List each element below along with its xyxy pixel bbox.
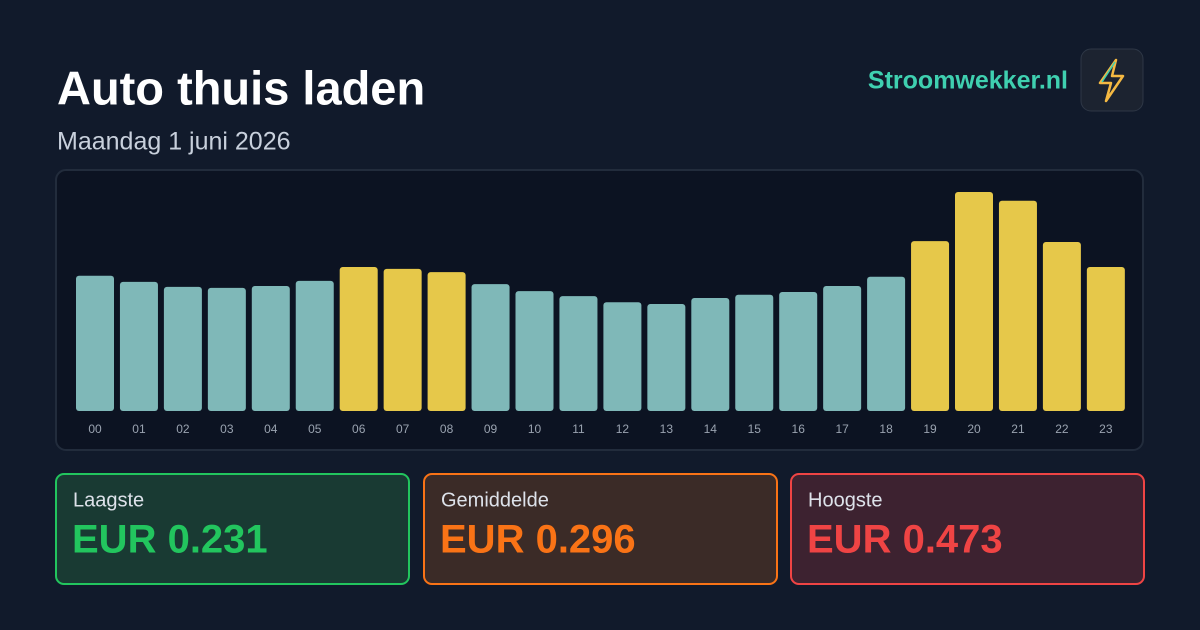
- stat-value: EUR 0.296: [440, 518, 636, 562]
- bar: [779, 292, 818, 411]
- brand-icon: [1080, 48, 1144, 112]
- x-tick-label: 17: [835, 422, 849, 436]
- bolt-icon: [1098, 58, 1125, 103]
- bar: [823, 285, 862, 411]
- bar: [251, 285, 290, 411]
- bar: [295, 280, 334, 411]
- brand: Stroomwekker.nl: [868, 67, 1068, 95]
- x-tick-label: 04: [264, 422, 278, 436]
- x-tick-label: 13: [660, 422, 674, 436]
- x-tick-label: 07: [396, 422, 410, 436]
- bar: [383, 268, 422, 411]
- title: Auto thuis laden: [57, 61, 425, 114]
- x-tick-label: 11: [572, 422, 585, 436]
- x-tick-label: 08: [440, 422, 454, 436]
- x-tick-label: 12: [616, 422, 630, 436]
- stat-label: Gemiddelde: [441, 489, 549, 511]
- bar: [911, 241, 950, 411]
- x-tick-label: 03: [220, 422, 234, 436]
- stat-card: [423, 473, 778, 585]
- x-tick-label: 15: [748, 422, 762, 436]
- stat-value: EUR 0.231: [72, 518, 268, 562]
- x-tick-label: 23: [1099, 422, 1113, 436]
- x-tick-label: 20: [967, 422, 981, 436]
- x-tick-label: 19: [923, 422, 937, 436]
- bar: [339, 267, 378, 411]
- x-tick-label: 09: [484, 422, 498, 436]
- bolt-accent: [1101, 61, 1116, 83]
- x-tick-label: 16: [792, 422, 806, 436]
- stat-label: Laagste: [73, 489, 144, 511]
- bar: [735, 294, 774, 411]
- subtitle: Maandag 1 juni 2026: [57, 128, 291, 156]
- x-tick-label: 05: [308, 422, 322, 436]
- stat-label: Hoogste: [808, 489, 883, 511]
- bar: [207, 287, 246, 411]
- x-tick-label: 10: [528, 422, 542, 436]
- bar: [603, 302, 642, 411]
- x-tick-label: 06: [352, 422, 366, 436]
- bar: [427, 272, 466, 411]
- x-tick-label: 18: [879, 422, 893, 436]
- bar: [1042, 242, 1081, 411]
- bar: [867, 276, 906, 411]
- stat-card: [55, 473, 410, 585]
- bar: [471, 284, 510, 411]
- x-tick-label: 02: [176, 422, 190, 436]
- x-tick-label: 22: [1055, 422, 1069, 436]
- bar: [119, 281, 158, 411]
- bar: [1086, 267, 1125, 411]
- bar: [163, 286, 202, 411]
- x-tick-label: 21: [1011, 422, 1025, 436]
- x-tick-label: 14: [704, 422, 718, 436]
- stat-card: [790, 473, 1145, 585]
- bar: [691, 298, 730, 411]
- bar: [559, 296, 598, 411]
- bar: [515, 291, 554, 411]
- stat-value: EUR 0.473: [807, 518, 1003, 562]
- bar: [76, 275, 114, 411]
- x-tick-label: 00: [88, 422, 102, 436]
- x-tick-label: 01: [132, 422, 146, 436]
- bar: [955, 192, 993, 411]
- bar: [647, 304, 686, 411]
- bar: [998, 200, 1037, 411]
